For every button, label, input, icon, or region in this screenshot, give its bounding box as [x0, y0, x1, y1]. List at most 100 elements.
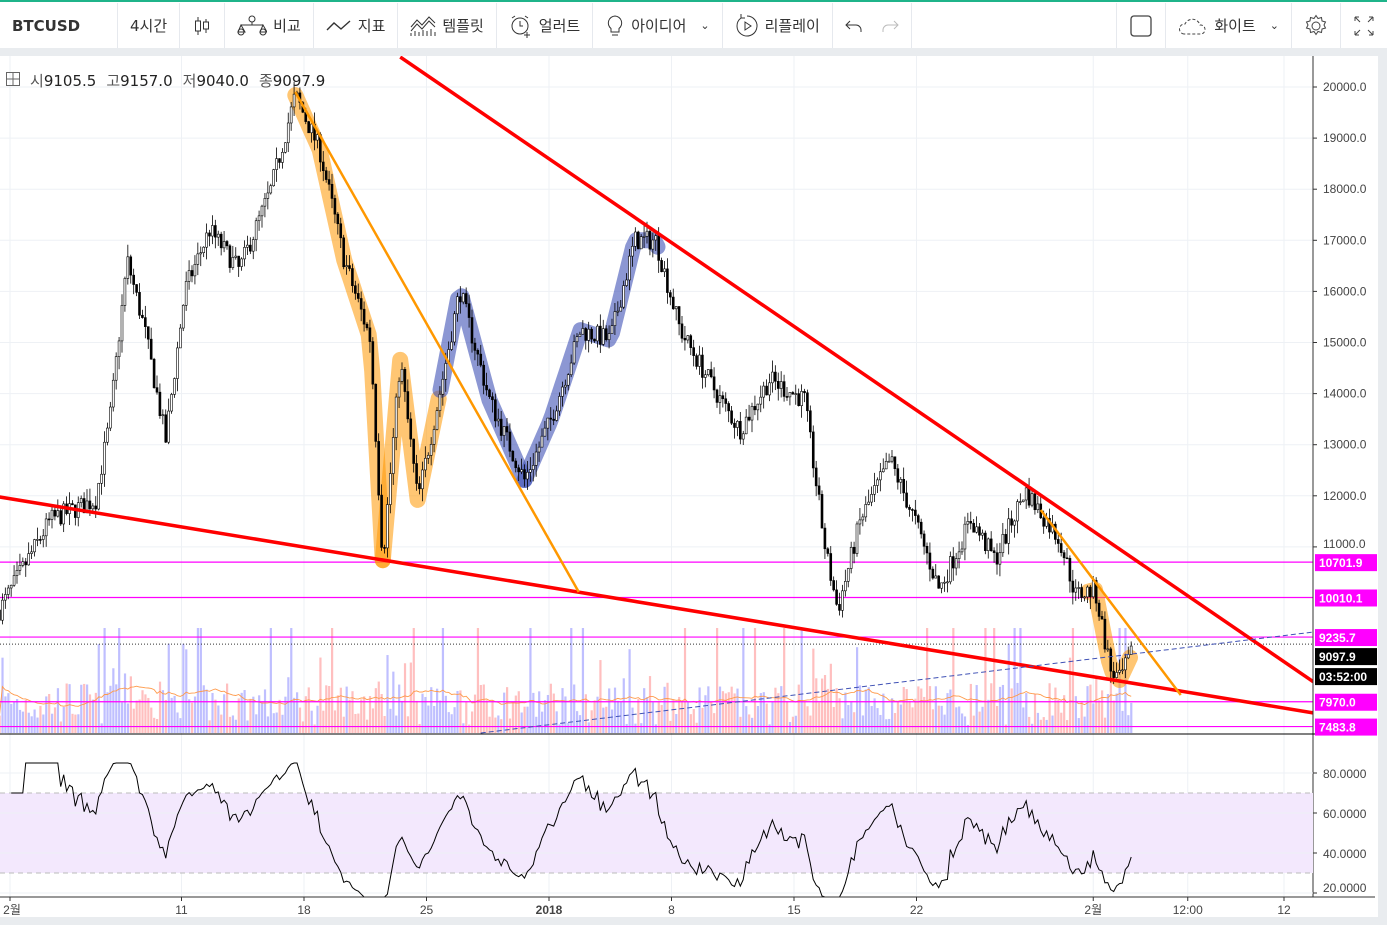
- fullscreen-button[interactable]: [1341, 3, 1387, 48]
- volume-bar: [707, 686, 710, 733]
- candle-body: [986, 538, 990, 551]
- candle-body: [1077, 587, 1080, 589]
- redo-icon[interactable]: [881, 19, 899, 33]
- candle-body: [263, 198, 267, 207]
- candle-body: [254, 220, 258, 240]
- candle-body: [820, 494, 824, 529]
- alert-button[interactable]: 얼러트: [497, 3, 594, 48]
- candle-body: [610, 325, 614, 334]
- volume-bar: [823, 675, 827, 733]
- chart-type-button[interactable]: [180, 3, 226, 48]
- volume-bar: [316, 705, 319, 733]
- volume-bar: [876, 708, 879, 733]
- price-chart[interactable]: 20000.0 19000.0 18000.0 17000.0 16000.0 15000…: [0, 56, 1387, 925]
- candle-body: [482, 364, 485, 386]
- candle-body: [307, 121, 310, 134]
- settings-button[interactable]: [1292, 3, 1341, 48]
- volume-bar: [742, 628, 745, 733]
- indicators-button[interactable]: 지표: [314, 3, 399, 48]
- candle-body: [1097, 602, 1101, 617]
- candle-body: [336, 213, 340, 225]
- templates-button[interactable]: 템플릿: [398, 3, 497, 48]
- candle-body: [858, 519, 862, 525]
- candle-body: [1083, 596, 1086, 599]
- candle-body: [424, 457, 427, 471]
- volume-bar: [100, 723, 103, 733]
- volume-bar: [296, 692, 299, 733]
- candle-body: [426, 455, 430, 459]
- volume-bar: [733, 693, 736, 733]
- volume-bar: [514, 695, 517, 733]
- candle-body: [1021, 499, 1025, 502]
- volume-bar: [261, 702, 264, 733]
- volume-bar: [987, 699, 990, 733]
- volume-bar: [613, 687, 617, 733]
- interval-button[interactable]: 4시간: [118, 3, 181, 48]
- ideas-button[interactable]: 아이디어 ⌄: [593, 3, 723, 48]
- candle-body: [228, 245, 232, 268]
- volume-bar: [33, 709, 36, 733]
- candle-body: [800, 391, 803, 407]
- symbol-button[interactable]: BTCUSD: [0, 3, 118, 48]
- candle-body: [692, 347, 695, 356]
- candle-body: [555, 410, 558, 421]
- candle-body: [753, 406, 757, 411]
- volume-bar: [406, 716, 410, 733]
- volume-bar: [678, 696, 681, 733]
- candle-body: [744, 416, 748, 435]
- volume-bar: [541, 711, 544, 733]
- candle-body: [56, 510, 60, 517]
- volume-bar: [88, 694, 92, 733]
- volume-bar: [573, 684, 576, 733]
- legend-toggle-icon[interactable]: [6, 71, 20, 90]
- candle-body: [184, 281, 188, 306]
- volume-bar: [468, 724, 471, 733]
- candle-body: [368, 327, 372, 342]
- volume-bar: [77, 714, 80, 733]
- candle-body: [992, 550, 996, 553]
- layout-button[interactable]: [1117, 3, 1167, 48]
- volume-bar: [1057, 699, 1060, 733]
- candle-body: [237, 255, 240, 267]
- candle-body: [607, 333, 611, 341]
- undo-icon[interactable]: [845, 19, 863, 33]
- candle-body: [1121, 669, 1124, 672]
- volume-bar: [252, 696, 255, 733]
- volume-bar: [65, 683, 68, 733]
- volume-bar: [535, 716, 538, 733]
- volume-bar: [21, 711, 25, 733]
- volume-bar: [427, 705, 430, 733]
- candle-body: [155, 387, 159, 393]
- theme-button[interactable]: 화이트 ⌄: [1166, 3, 1292, 48]
- candle-body: [771, 371, 774, 384]
- candle-body: [1036, 503, 1040, 511]
- candle-body: [269, 185, 273, 194]
- volume-bar: [59, 721, 62, 733]
- candle-body: [680, 323, 684, 339]
- volume-bar: [42, 714, 45, 733]
- candle-body: [179, 327, 182, 349]
- volume-bar: [1112, 700, 1115, 733]
- compare-button[interactable]: 비교: [225, 3, 314, 48]
- candle-body: [949, 556, 952, 583]
- candle-body: [870, 493, 873, 503]
- candle-body: [216, 233, 220, 238]
- volume-bar: [103, 628, 106, 733]
- volume-bar: [829, 663, 832, 733]
- candle-body: [674, 306, 678, 310]
- candle-body: [671, 296, 675, 310]
- candle-body: [316, 134, 319, 141]
- candle-body: [946, 581, 949, 584]
- candle-body: [464, 293, 468, 305]
- rsi-line: [11, 762, 1132, 898]
- volume-bar: [438, 700, 442, 733]
- volume-bar: [465, 701, 468, 733]
- replay-button[interactable]: 리플레이: [723, 3, 833, 48]
- volume-bar: [529, 628, 532, 733]
- candle-body: [47, 518, 51, 521]
- volume-bar: [928, 686, 932, 733]
- volume-bar: [584, 694, 587, 733]
- countdown-tag: 03:52:00: [1319, 670, 1367, 684]
- volume-bar: [1019, 628, 1022, 733]
- candle-body: [1106, 648, 1110, 651]
